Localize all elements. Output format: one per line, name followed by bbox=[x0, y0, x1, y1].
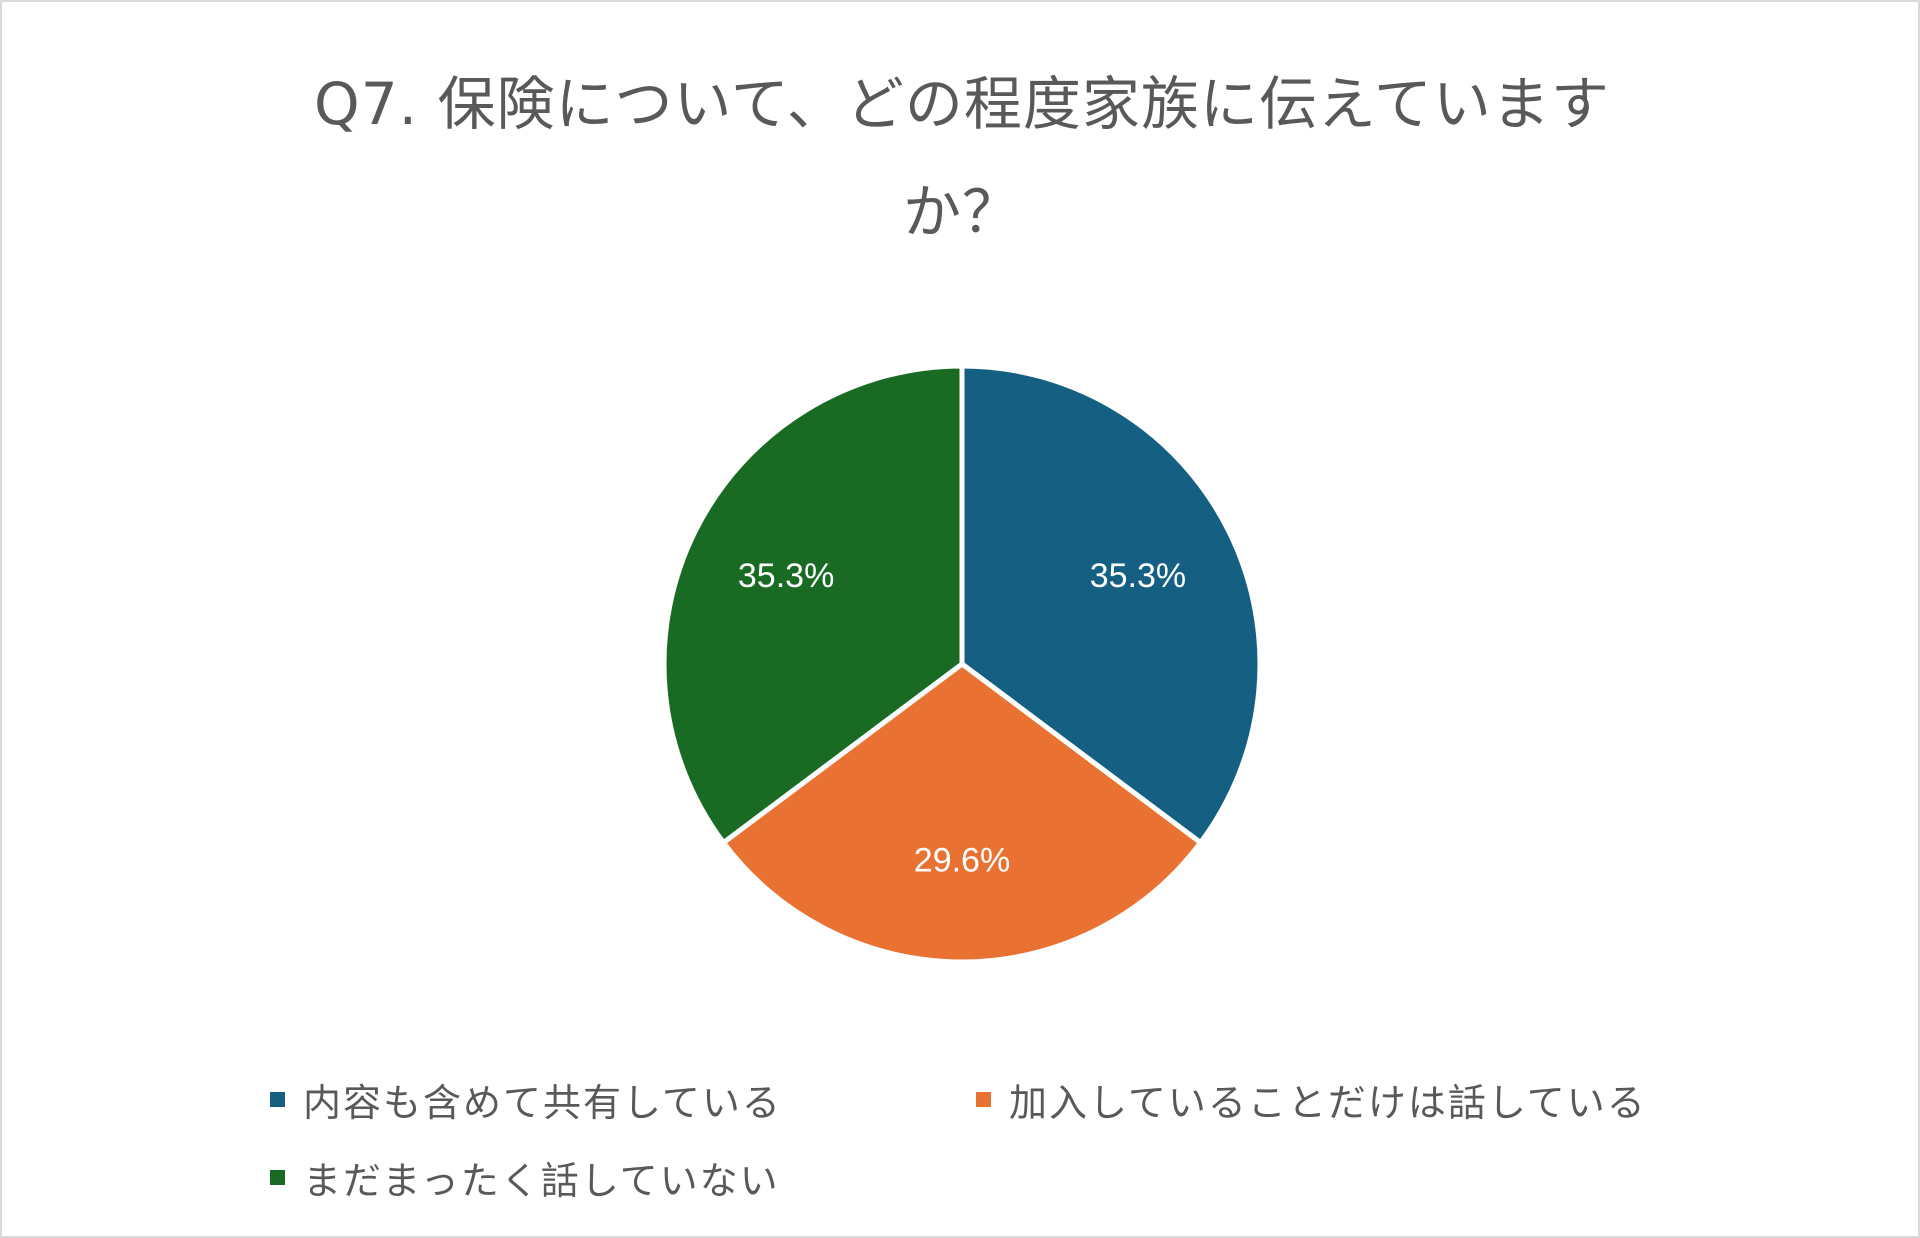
legend-swatch-shared-details bbox=[270, 1091, 285, 1107]
chart-title: Q7. 保険について、どの程度家族に伝えています か？ bbox=[202, 50, 1722, 266]
chart-title-line-2: か？ bbox=[902, 178, 1021, 246]
legend-label-not-told: まだまったく話していない bbox=[303, 1158, 780, 1203]
pie-slice-shared-details bbox=[959, 363, 1263, 846]
pie-label-told-enrolled: 29.6% bbox=[914, 842, 1010, 880]
legend-label-shared-details: 内容も含めて共有している bbox=[303, 1080, 782, 1125]
legend-item-told-enrolled: 加入していることだけは話している bbox=[976, 1064, 1647, 1134]
legend-item-not-told: まだまったく話していない bbox=[270, 1142, 780, 1212]
pie-label-shared-details: 35.3% bbox=[1090, 557, 1186, 595]
legend-swatch-not-told bbox=[270, 1169, 285, 1185]
legend-swatch-told-enrolled bbox=[976, 1091, 991, 1107]
chart-legend: 内容も含めて共有している 加入していることだけは話している まだまったく話してい… bbox=[270, 1064, 1710, 1224]
pie-labels: 35.3% 29.6% 35.3% bbox=[738, 557, 1186, 880]
pie-slices bbox=[661, 363, 1263, 965]
pie-slice-not-told bbox=[661, 363, 965, 846]
legend-item-shared-details: 内容も含めて共有している bbox=[270, 1064, 782, 1134]
pie-label-not-told: 35.3% bbox=[738, 557, 834, 595]
legend-label-told-enrolled: 加入していることだけは話している bbox=[1009, 1080, 1647, 1125]
chart-title-line-1: Q7. 保険について、どの程度家族に伝えています bbox=[314, 70, 1610, 138]
pie-slice-told-enrolled bbox=[720, 661, 1204, 965]
